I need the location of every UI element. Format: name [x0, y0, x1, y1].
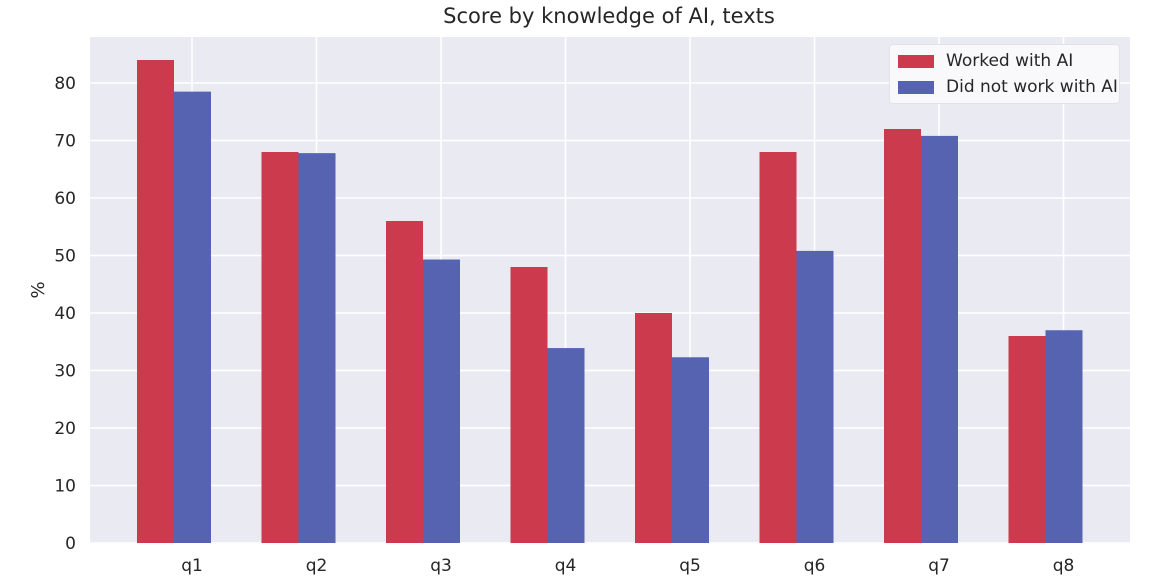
bar-did-not-work-q7: [921, 135, 958, 543]
bar-worked-q2: [261, 152, 299, 543]
bar-worked-q3: [386, 221, 423, 543]
legend-item-did-not-work: Did not work with AI: [898, 77, 1118, 97]
x-tick-label-q8: q8: [1053, 556, 1075, 576]
legend-label-did-not-work: Did not work with AI: [946, 77, 1118, 97]
y-tick-label: 40: [54, 304, 76, 324]
legend-swatch-did-not-work: [898, 80, 934, 94]
bar-did-not-work-q3: [423, 259, 460, 543]
y-tick-label: 70: [54, 132, 76, 152]
y-tick-label: 10: [54, 477, 76, 497]
y-tick-label: 80: [54, 74, 76, 94]
bar-did-not-work-q1: [174, 91, 211, 543]
y-tick-label: 20: [54, 419, 76, 439]
bar-worked-q8: [1008, 336, 1046, 543]
x-tick-label-q1: q1: [181, 556, 203, 576]
bar-worked-q5: [635, 313, 672, 543]
bar-worked-q6: [759, 152, 797, 543]
bar-did-not-work-q2: [298, 153, 336, 543]
bar-worked-q7: [884, 129, 921, 543]
plot-area: [90, 37, 1130, 543]
bar-worked-q1: [137, 60, 174, 543]
x-tick-label-q5: q5: [679, 556, 701, 576]
y-tick-label: 30: [54, 362, 76, 382]
x-tick-label-q3: q3: [430, 556, 452, 576]
bar-did-not-work-q8: [1045, 330, 1083, 543]
y-axis-label: %: [28, 281, 49, 298]
tick-labels: 0 10 20 30 40 50 60 70 80 q1 q2 q3 q4 q5 q6 q7 q8: [54, 74, 1074, 576]
legend-item-worked: Worked with AI: [898, 51, 1073, 71]
bar-did-not-work-q4: [547, 348, 585, 543]
legend-swatch-worked: [898, 54, 934, 68]
legend-label-worked: Worked with AI: [946, 51, 1074, 71]
x-tick-label-q2: q2: [306, 556, 328, 576]
bar-worked-q4: [510, 267, 548, 543]
y-tick-label: 0: [65, 534, 76, 554]
chart-title: Score by knowledge of AI, texts: [443, 4, 775, 28]
y-tick-label: 60: [54, 189, 76, 209]
x-tick-label-q6: q6: [804, 556, 826, 576]
legend: Worked with AI Did not work with AI: [889, 44, 1120, 104]
x-tick-label-q7: q7: [928, 556, 950, 576]
bars: [137, 60, 1083, 543]
bar-did-not-work-q6: [796, 250, 834, 543]
x-tick-label-q4: q4: [555, 556, 577, 576]
y-tick-label: 50: [54, 247, 76, 267]
bar-did-not-work-q5: [672, 357, 709, 543]
